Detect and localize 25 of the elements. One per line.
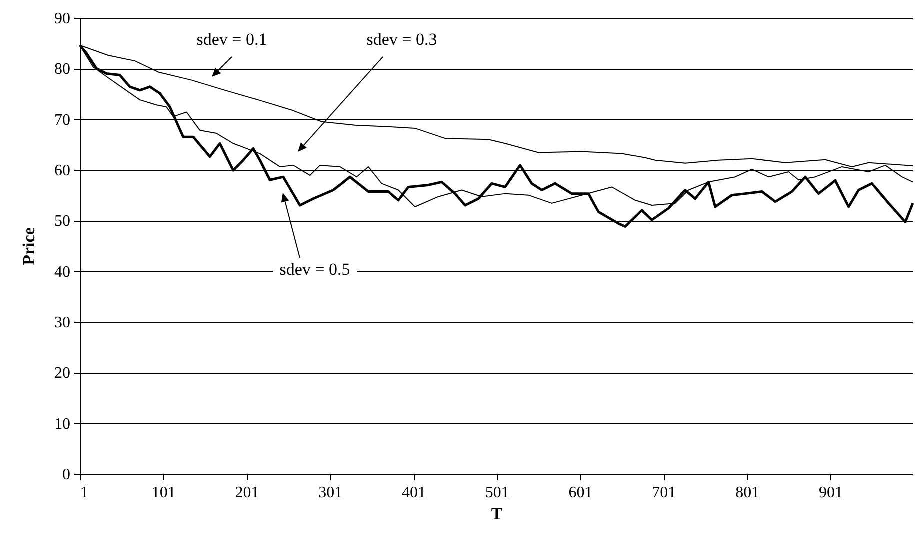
x-tick-label: 101	[152, 484, 176, 502]
y-tick-label: 80	[54, 61, 70, 78]
annotation: sdev = 0.1	[196, 30, 268, 49]
y-axis-title: Price	[20, 227, 38, 266]
annotation: sdev = 0.3	[366, 30, 438, 49]
y-tick-label: 70	[54, 112, 70, 129]
y-tick-label: 50	[54, 213, 70, 230]
x-tick-label: 501	[485, 484, 510, 502]
x-tick-label: 1	[80, 484, 88, 502]
x-tick-label: 701	[652, 484, 676, 502]
annotation: sdev = 0.5	[280, 260, 350, 279]
x-tick-label: 201	[235, 484, 260, 502]
x-tick-label: 901	[818, 484, 843, 502]
x-axis-title: T	[491, 504, 504, 524]
x-tick-label: 601	[568, 484, 593, 502]
y-tick-label: 90	[54, 10, 70, 28]
y-tick-label: 10	[54, 416, 70, 433]
x-tick-label: 401	[402, 484, 426, 502]
y-tick-label: 30	[54, 314, 70, 332]
y-tick-label: 40	[54, 264, 70, 281]
y-tick-label: 60	[54, 162, 70, 180]
x-tick-label: 301	[318, 484, 343, 502]
y-tick-label: 20	[54, 365, 70, 382]
y-tick-label: 0	[62, 466, 70, 484]
x-tick-label: 801	[736, 484, 760, 502]
